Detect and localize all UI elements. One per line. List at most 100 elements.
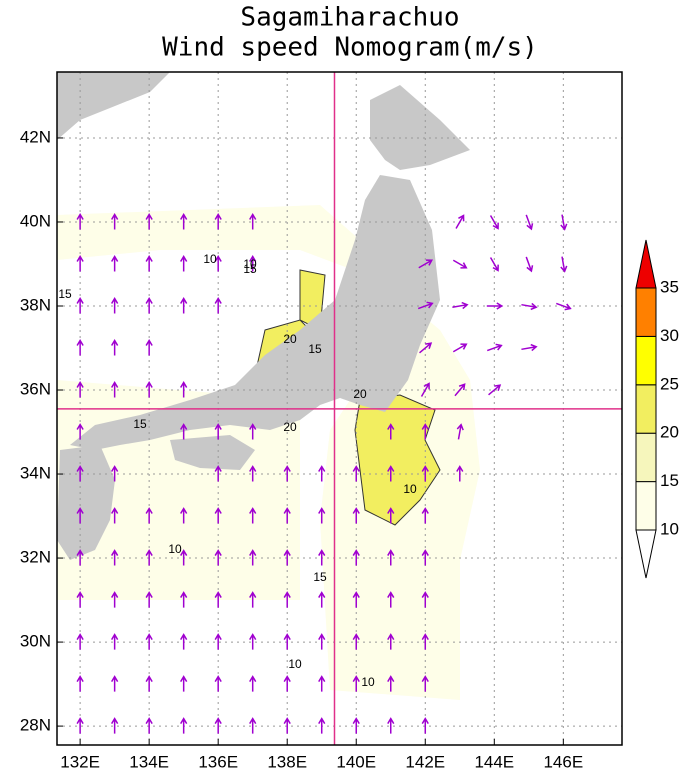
wind-arrow <box>283 549 291 566</box>
y-tick-label: 40N <box>20 211 51 230</box>
x-tick-label: 140E <box>336 752 376 771</box>
contour-label: 20 <box>353 387 367 401</box>
wind-arrow <box>110 339 119 356</box>
wind-arrow <box>180 549 188 566</box>
wind-arrow <box>76 465 84 482</box>
y-tick-label: 36N <box>20 379 51 398</box>
wind-arrow <box>214 549 222 566</box>
x-tick-label: 146E <box>543 752 583 771</box>
wind-arrow <box>421 633 429 650</box>
contour-label: 10 <box>403 482 417 496</box>
wind-arrow <box>249 507 257 524</box>
contour-label: 10 <box>361 675 375 689</box>
wind-arrow <box>283 633 291 650</box>
wind-arrow <box>418 259 434 269</box>
colorbar-label: 25 <box>660 374 679 393</box>
wind-arrow <box>352 675 360 692</box>
wind-arrow <box>145 717 153 734</box>
wind-arrow <box>283 717 291 734</box>
wind-arrow <box>145 633 153 650</box>
contour-label: 15 <box>308 342 322 356</box>
y-tick-label: 38N <box>20 295 51 314</box>
colorbar-label: 10 <box>660 519 679 538</box>
wind-arrow <box>76 381 84 398</box>
wind-arrow <box>180 423 188 440</box>
wind-arrow <box>417 301 434 310</box>
land <box>370 85 470 170</box>
wind-arrow <box>76 213 84 230</box>
wind-arrow <box>486 302 504 310</box>
wind-arrow <box>421 507 429 524</box>
wind-arrow <box>387 423 395 440</box>
wind-arrow <box>249 591 257 608</box>
x-tick-label: 136E <box>198 752 238 771</box>
wind-arrow <box>110 381 119 398</box>
wind-arrow <box>214 633 222 650</box>
colorbar-label: 20 <box>660 423 679 442</box>
wind-arrow <box>387 549 395 566</box>
colorbar-box <box>635 335 657 386</box>
wind-arrow <box>76 507 84 524</box>
wind-arrow <box>180 213 188 230</box>
wind-arrow <box>318 507 326 524</box>
map-frame <box>56 71 623 746</box>
wind-arrow <box>214 297 222 314</box>
wind-arrow <box>352 465 360 482</box>
x-tick-label: 134E <box>129 752 169 771</box>
wind-arrow <box>180 633 188 650</box>
wind-arrow <box>525 214 534 231</box>
wind-arrow <box>525 256 534 273</box>
wind-arrow <box>489 257 499 272</box>
wind-arrow <box>419 342 433 354</box>
wind-arrow <box>489 215 499 230</box>
wind-arrow <box>110 213 119 230</box>
wind-arrow <box>180 297 188 314</box>
wind-arrow <box>452 343 468 353</box>
wind-arrow <box>454 383 466 397</box>
wind-arrow <box>249 549 257 566</box>
wind-arrow <box>214 423 222 440</box>
wind-arrow <box>556 302 572 311</box>
land <box>70 175 440 450</box>
contour-label: 15 <box>58 287 72 301</box>
wind-arrow <box>387 633 395 650</box>
contour-label: 10 <box>203 252 217 266</box>
wind-arrow <box>145 591 153 608</box>
wind-arrow <box>456 423 464 440</box>
wind-arrow <box>249 423 257 440</box>
contour-label: 10 <box>288 657 302 671</box>
wind-arrow <box>283 507 291 524</box>
wind-arrow <box>352 591 360 608</box>
wind-arrow <box>110 549 119 566</box>
wind-arrow <box>420 382 430 397</box>
wind-arrow <box>145 675 153 692</box>
wind-arrow <box>214 507 222 524</box>
wind-arrow <box>76 297 84 314</box>
colorbar-box <box>635 384 657 434</box>
wind-arrow <box>387 507 395 524</box>
wind-arrow <box>318 549 326 566</box>
contour-label: 10 <box>168 542 182 556</box>
wind-arrow <box>387 675 395 692</box>
wind-arrow <box>214 255 222 272</box>
wind-arrow <box>76 633 84 650</box>
x-tick-label: 132E <box>60 752 100 771</box>
wind-arrow <box>352 549 360 566</box>
contour-label: 20 <box>283 420 297 434</box>
wind-arrow <box>249 633 257 650</box>
contour-label: 15 <box>243 262 257 276</box>
wind-arrow <box>352 507 360 524</box>
wind-arrow <box>214 465 222 482</box>
x-tick-label: 144E <box>474 752 514 771</box>
wind-arrow <box>110 255 119 272</box>
wind-arrow <box>145 213 153 230</box>
wind-arrow <box>76 549 84 566</box>
wind-arrow <box>318 465 326 482</box>
wind-arrow <box>214 717 222 734</box>
wind-arrow <box>560 214 568 231</box>
colorbar-label: 30 <box>660 326 679 345</box>
wind-arrow <box>110 591 119 608</box>
wind-arrow <box>521 302 538 311</box>
wind-arrow <box>76 591 84 608</box>
